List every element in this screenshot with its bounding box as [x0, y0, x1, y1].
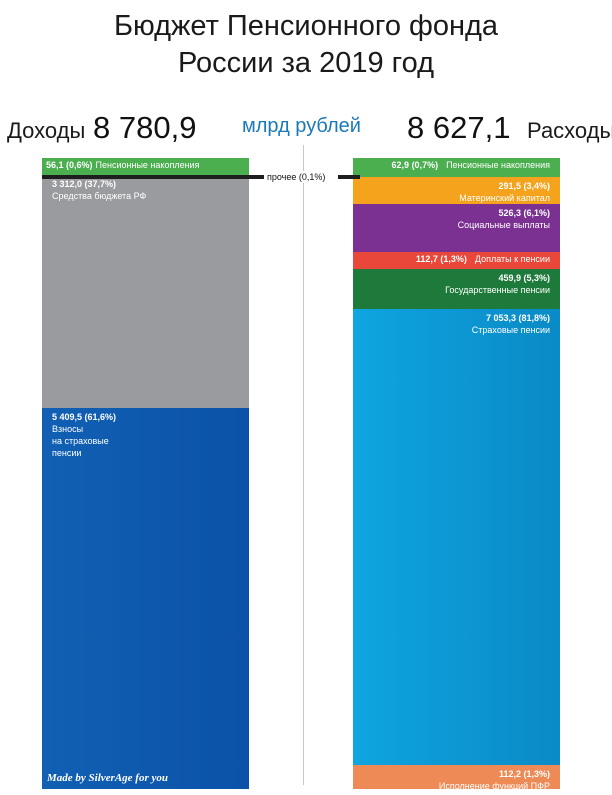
income-label: Доходы: [7, 118, 86, 143]
expense-segment-insurance-pensions-value: 7 053,3 (81,8%): [485, 313, 550, 323]
expense-segment-state-pensions-value: 459,9 (5,3%): [498, 273, 550, 283]
expense-segment-social-payments-value: 526,3 (6,1%): [498, 208, 550, 218]
expense-segment-pfr-operations: 112,2 (1,3%) Исполнение функций ПФР: [353, 765, 560, 789]
credit-text: Made by SilverAge for you: [47, 772, 168, 784]
expense-segment-insurance-pensions-name: Страховые пенсии: [471, 325, 550, 335]
other-connector-left: [42, 175, 268, 179]
income-segment-federal-budget: 3 312,0 (37,7%) Средства бюджета РФ: [42, 175, 249, 409]
center-divider: [303, 145, 304, 785]
expense-segment-savings-value: 62,9 (0,7%): [391, 160, 439, 170]
expense-segment-social-payments: 526,3 (6,1%) Социальные выплаты: [353, 204, 560, 252]
expense-segment-maternity-capital-value: 291,5 (3,4%): [498, 181, 550, 191]
expense-segment-savings-name: Пенсионные накопления: [446, 160, 550, 170]
title-line-2: России за 2019 год: [177, 47, 435, 79]
title-line-1: Бюджет Пенсионного фонда: [113, 10, 499, 42]
expense-total: 8 627,1: [407, 110, 511, 145]
expense-segment-pension-supplements-value: 112,7 (1,3%): [415, 254, 467, 264]
expense-segment-maternity-capital-name: Материнский капитал: [459, 193, 550, 203]
expense-segment-pfr-operations-value: 112,2 (1,3%): [498, 769, 550, 779]
other-label: прочее (0,1%): [264, 171, 329, 183]
expense-segment-pension-supplements-name: Доплаты к пенсии: [474, 254, 550, 264]
income-total: 8 780,9: [93, 110, 197, 145]
income-segment-savings: 56,1 (0,6%) Пенсионные накопления: [42, 158, 249, 175]
income-segment-contributions-value: 5 409,5 (61,6%): [52, 412, 117, 423]
income-segment-savings-value: 56,1 (0,6%): [46, 160, 93, 170]
expense-segment-pension-supplements: 112,7 (1,3%) Доплаты к пенсии: [353, 252, 560, 269]
income-segment-contributions: 5 409,5 (61,6%) Взносы на страховые пенси…: [42, 408, 249, 789]
chart-title: Бюджет Пенсионного фонда России за 2019 …: [0, 8, 612, 82]
other-connector-right: [338, 175, 360, 179]
income-segment-savings-name: Пенсионные накопления: [95, 160, 200, 170]
income-segment-federal-budget-name: Средства бюджета РФ: [52, 191, 147, 201]
expense-segment-pfr-operations-name: Исполнение функций ПФР: [438, 781, 550, 789]
income-segment-contributions-name: Взносы на страховые пенсии: [52, 424, 109, 459]
expense-segment-savings: 62,9 (0,7%) Пенсионные накопления: [353, 158, 560, 177]
expense-label: Расходы: [527, 118, 612, 143]
expense-segment-state-pensions-name: Государственные пенсии: [445, 285, 550, 295]
unit-label: млрд рублей: [242, 115, 361, 137]
expense-segment-maternity-capital: 291,5 (3,4%) Материнский капитал: [353, 177, 560, 204]
expense-segment-state-pensions: 459,9 (5,3%) Государственные пенсии: [353, 269, 560, 309]
income-segment-federal-budget-value: 3 312,0 (37,7%): [52, 179, 117, 189]
expense-segment-social-payments-name: Социальные выплаты: [457, 220, 550, 230]
expense-segment-insurance-pensions: 7 053,3 (81,8%) Страховые пенсии: [353, 309, 560, 765]
